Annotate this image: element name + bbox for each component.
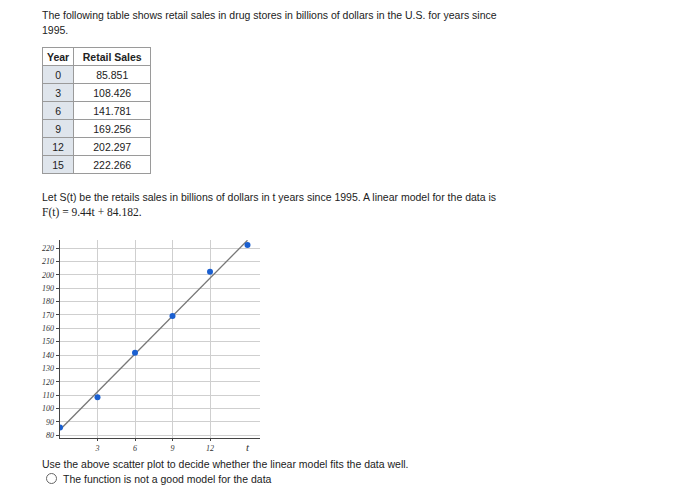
svg-text:100: 100 [42, 404, 54, 413]
svg-text:200: 200 [42, 271, 54, 280]
html-text:F(t) = 9.44t + 84.182.: F(t) = 9.44t + 84.182. [42, 206, 142, 218]
html-text:0: 0 [55, 68, 61, 81]
html-text:108.426: 108.426 [93, 86, 132, 99]
svg-text:110: 110 [42, 391, 53, 400]
html-text:85.851: 85.851 [96, 68, 129, 81]
svg-text:3: 3 [95, 444, 100, 453]
html-text:9: 9 [55, 122, 61, 135]
html-text:202.297: 202.297 [93, 140, 132, 153]
svg-text:150: 150 [42, 337, 54, 346]
html-text:Year: Year [47, 50, 70, 63]
html-text:169.256: 169.256 [93, 122, 132, 135]
svg-text:90: 90 [46, 418, 54, 427]
svg-text:180: 180 [42, 297, 54, 306]
svg-text:160: 160 [42, 324, 54, 333]
html-text:141.781: 141.781 [93, 104, 132, 117]
svg-text:120: 120 [42, 378, 54, 387]
svg-text:220: 220 [42, 244, 54, 253]
svg-text:12: 12 [206, 444, 214, 453]
html-text:12: 12 [52, 140, 64, 153]
svg-text:210: 210 [42, 257, 54, 266]
svg-text:130: 130 [42, 364, 54, 373]
html-text:The following table shows reta: The following table shows retail sales i… [42, 9, 497, 36]
html-text:15: 15 [52, 158, 64, 171]
svg-text:140: 140 [42, 351, 54, 360]
html-text:Use the above scatter plot to: Use the above scatter plot to decide whe… [42, 458, 409, 470]
svg-text:t: t [246, 441, 250, 453]
html-text:3: 3 [55, 86, 61, 99]
html-text:The function is not a good mod: The function is not a good model for the… [63, 473, 272, 485]
svg-text:6: 6 [133, 444, 137, 453]
svg-text:9: 9 [171, 444, 175, 453]
html-text:222.266: 222.266 [93, 158, 132, 171]
svg-text:170: 170 [42, 311, 54, 320]
html-text:Let S(t) be the retails sales: Let S(t) be the retails sales in billion… [42, 191, 497, 203]
svg-text:80: 80 [46, 431, 54, 440]
html-text:6: 6 [55, 104, 61, 117]
svg-text:190: 190 [42, 284, 54, 293]
html-text:Retail Sales: Retail Sales [82, 50, 142, 63]
